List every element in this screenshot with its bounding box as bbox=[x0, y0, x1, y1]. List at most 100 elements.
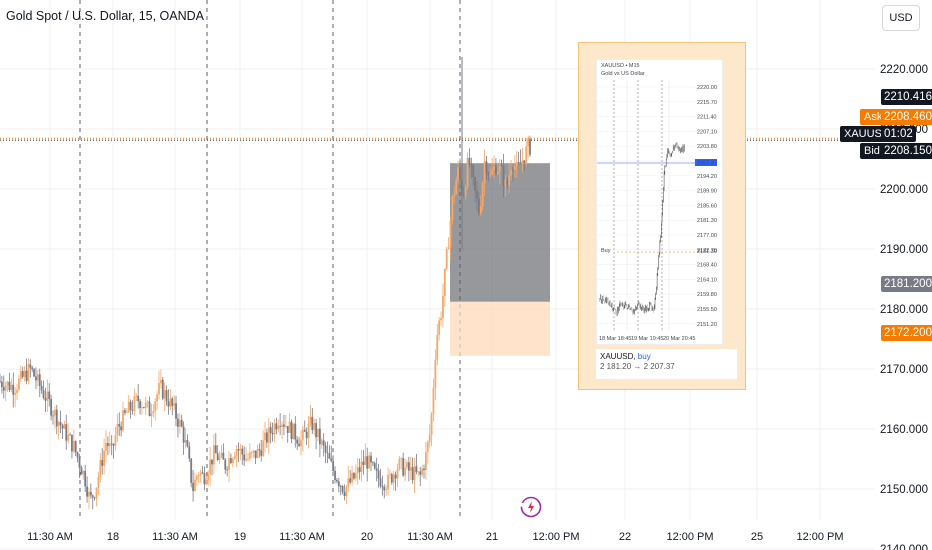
candle-body bbox=[436, 334, 439, 360]
candle-body bbox=[506, 179, 509, 186]
candle-body bbox=[44, 397, 47, 401]
candle-body bbox=[125, 412, 128, 414]
candle-body bbox=[95, 487, 98, 499]
candle-body bbox=[527, 138, 530, 147]
ask-label: Ask bbox=[860, 109, 887, 125]
candle-body bbox=[438, 320, 441, 335]
candle-body bbox=[207, 474, 210, 480]
price-tick-label: 2170.000 bbox=[880, 364, 928, 376]
candle-body bbox=[12, 384, 15, 395]
inset-buy-marker: Buy bbox=[601, 248, 611, 254]
candle-body bbox=[105, 442, 107, 451]
candle-body bbox=[423, 468, 425, 470]
candle-body bbox=[421, 468, 424, 475]
candle-body bbox=[237, 449, 240, 451]
ask-price-tag: 2208.460 bbox=[881, 109, 932, 125]
lightning-icon[interactable] bbox=[520, 496, 542, 518]
candle-body bbox=[63, 424, 66, 429]
candle-body bbox=[337, 481, 340, 486]
candle-body bbox=[254, 450, 257, 459]
candle-body bbox=[440, 317, 442, 321]
candle-body bbox=[301, 429, 304, 440]
candle-body bbox=[455, 180, 458, 195]
candle-body bbox=[377, 470, 380, 479]
candle-body bbox=[390, 474, 393, 483]
candle-body bbox=[485, 161, 488, 174]
candle-body bbox=[112, 444, 115, 446]
inset-title: XAUUSD • M15 bbox=[601, 63, 640, 69]
candle-body bbox=[341, 486, 344, 493]
candle-body bbox=[139, 401, 141, 408]
candle-body bbox=[392, 474, 395, 483]
candle-body bbox=[80, 467, 83, 475]
countdown-tag: 01:02 bbox=[881, 126, 916, 142]
candle-body bbox=[144, 402, 147, 408]
candle-body bbox=[120, 426, 123, 431]
candle-body bbox=[175, 403, 177, 419]
candle-body bbox=[358, 467, 361, 472]
candle-body bbox=[353, 472, 355, 479]
candle-body bbox=[442, 296, 444, 318]
candle-body bbox=[504, 179, 507, 187]
candle-body bbox=[173, 403, 176, 406]
candle-body bbox=[498, 165, 501, 172]
footer-side: buy bbox=[637, 352, 651, 361]
candle-body bbox=[515, 161, 518, 166]
trade-snapshot-card[interactable]: XAUUSD • M15 Gold vs US Dollar 2220.00 2215… bbox=[578, 42, 746, 390]
candle-body bbox=[108, 443, 111, 447]
snapshot-chart-svg: XAUUSD • M15 Gold vs US Dollar 2220.00 2215… bbox=[597, 63, 717, 342]
candle-body bbox=[6, 381, 9, 386]
candle-body bbox=[512, 169, 514, 171]
candle-body bbox=[294, 423, 297, 440]
currency-button[interactable]: USD bbox=[882, 5, 920, 31]
inset-entry-badge: 2181.30 bbox=[697, 249, 717, 255]
candle-body bbox=[76, 452, 79, 458]
candle-body bbox=[122, 410, 124, 431]
candle-body bbox=[383, 486, 386, 491]
candle-body bbox=[16, 389, 18, 393]
candle-body bbox=[430, 414, 433, 435]
candle-body bbox=[152, 411, 155, 414]
candle-body bbox=[513, 165, 516, 171]
candle-body bbox=[84, 471, 87, 487]
inset-price-tick: 2151.20 bbox=[697, 322, 717, 328]
candle-body bbox=[396, 468, 399, 479]
candle-body bbox=[248, 452, 251, 459]
candle-body bbox=[370, 455, 372, 463]
candle-body bbox=[57, 422, 60, 427]
candle-body bbox=[52, 415, 54, 417]
candle-body bbox=[245, 458, 247, 461]
candle-body bbox=[394, 474, 397, 479]
candle-body bbox=[233, 456, 236, 459]
price-tick-label: 2190.000 bbox=[880, 244, 928, 256]
candle-body bbox=[91, 495, 94, 498]
candle-body bbox=[317, 428, 319, 438]
candle-body bbox=[116, 424, 119, 436]
time-tick-label: 11:30 AM bbox=[152, 531, 198, 543]
candle-body bbox=[334, 470, 336, 481]
symbol-title[interactable]: Gold Spot / U.S. Dollar, 15, OANDA bbox=[6, 9, 204, 23]
candle-body bbox=[25, 370, 28, 382]
candle-body bbox=[464, 187, 467, 196]
candle-body bbox=[493, 166, 495, 171]
candle-body bbox=[459, 167, 461, 180]
candle-body bbox=[477, 198, 480, 214]
candle-body bbox=[133, 396, 136, 411]
candle-body bbox=[114, 435, 117, 446]
candle-body bbox=[178, 419, 181, 427]
inset-price-tick: 2155.50 bbox=[697, 307, 717, 313]
candle-body bbox=[21, 371, 24, 377]
inset-price-tick: 2220.00 bbox=[697, 85, 717, 91]
candle-body bbox=[65, 424, 68, 441]
candle-body bbox=[445, 249, 448, 269]
candle-body bbox=[4, 385, 7, 391]
inset-price-badge-bg bbox=[695, 159, 717, 166]
candle-body bbox=[324, 445, 327, 453]
candle-body bbox=[292, 423, 295, 440]
candle-body bbox=[110, 443, 113, 445]
candle-body bbox=[309, 416, 312, 424]
candle-body bbox=[476, 190, 478, 199]
price-tick-label: 2160.000 bbox=[880, 424, 928, 436]
